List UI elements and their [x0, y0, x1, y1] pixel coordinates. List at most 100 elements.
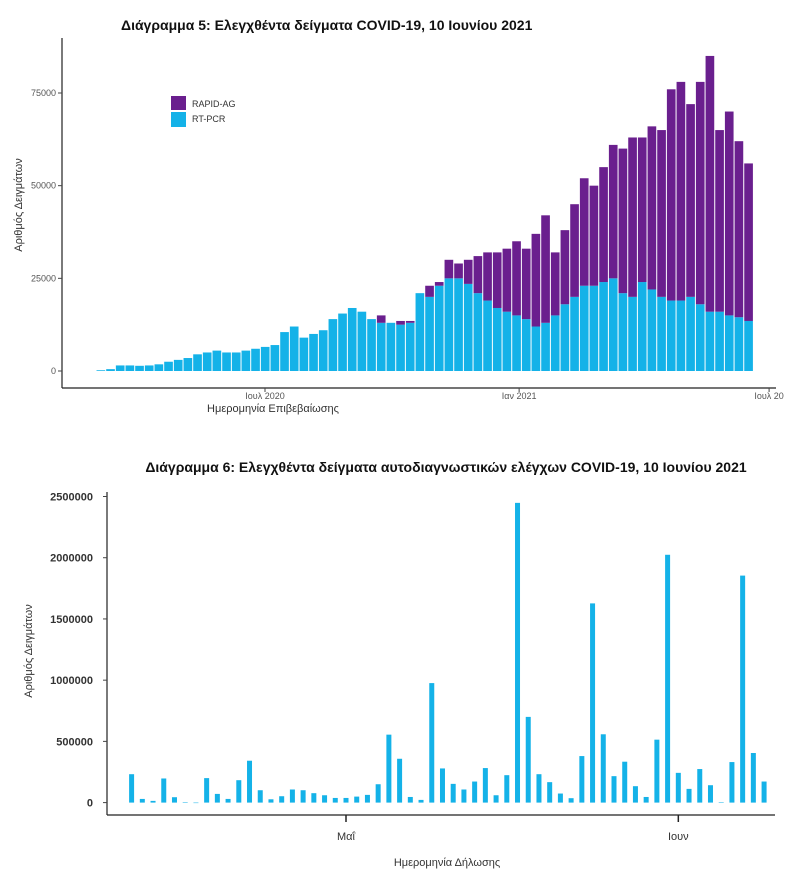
bar-rt-pcr	[347, 307, 357, 371]
y-axis-label-2: Αριθμός Δειγμάτων	[23, 604, 35, 698]
bar-rt-pcr	[415, 293, 425, 371]
bar-rapid-ag	[734, 141, 744, 318]
bar-self-test	[611, 776, 617, 803]
bar-rapid-ag	[473, 256, 483, 294]
bar-self-test	[289, 789, 295, 803]
bar-self-test	[193, 802, 199, 804]
bar-rapid-ag	[550, 252, 560, 316]
bar-self-test	[761, 781, 767, 803]
bar-rt-pcr	[550, 315, 560, 371]
bar-self-test	[150, 800, 156, 803]
bar-rapid-ag	[657, 130, 666, 297]
bar-self-test	[322, 795, 328, 803]
bar-self-test	[504, 775, 510, 803]
bar-rapid-ag	[521, 248, 531, 320]
y-tick-label: 1000000	[50, 675, 93, 687]
bar-rt-pcr	[144, 365, 154, 371]
bar-rt-pcr	[318, 330, 328, 371]
bar-self-test	[407, 796, 413, 803]
bar-rapid-ag	[492, 252, 502, 308]
bar-rt-pcr	[628, 296, 637, 371]
y-tick-label: 2500000	[50, 492, 93, 504]
bar-rapid-ag	[676, 81, 686, 301]
bar-rt-pcr	[135, 365, 144, 371]
bar-self-test	[686, 788, 692, 803]
x-tick-label: Ιουλ 20	[754, 391, 783, 401]
bar-self-test	[675, 772, 681, 803]
bar-rt-pcr	[531, 326, 541, 371]
bar-rapid-ag	[541, 215, 550, 323]
chart-6-title: Διάγραμμα 6: Ελεγχθέντα δείγματα αυτοδια…	[145, 459, 746, 475]
bar-rapid-ag	[695, 81, 705, 305]
bar-rapid-ag	[599, 167, 608, 283]
bar-rt-pcr	[280, 332, 289, 371]
bar-rt-pcr	[463, 283, 473, 371]
bar-rt-pcr	[686, 296, 695, 371]
bar-self-test	[300, 790, 306, 803]
bar-rt-pcr	[338, 313, 347, 371]
bar-rt-pcr	[608, 278, 618, 371]
y-tick-label: 75000	[31, 88, 56, 98]
bar-self-test	[718, 802, 724, 803]
bar-self-test	[568, 798, 574, 803]
bar-rt-pcr	[183, 358, 193, 371]
x-tick-label: Ιαν 2021	[502, 391, 537, 401]
bar-self-test	[171, 797, 177, 803]
bar-self-test	[482, 768, 488, 803]
bar-rapid-ag	[589, 185, 599, 286]
bar-rt-pcr	[473, 293, 483, 371]
bar-self-test	[247, 760, 253, 803]
bar-rapid-ag	[628, 137, 637, 297]
bar-rt-pcr	[405, 322, 415, 371]
bar-rt-pcr	[212, 350, 222, 371]
bar-rt-pcr	[251, 348, 260, 371]
bar-rapid-ag	[425, 285, 434, 297]
bar-self-test	[590, 603, 596, 803]
bar-rt-pcr	[454, 278, 463, 371]
bar-rt-pcr	[367, 319, 376, 371]
bar-rapid-ag	[570, 204, 579, 297]
bar-rt-pcr	[724, 315, 734, 371]
bar-rapid-ag	[531, 233, 541, 327]
chart-5-title: Διάγραμμα 5: Ελεγχθέντα δείγματα COVID-1…	[121, 17, 533, 33]
bar-rt-pcr	[115, 365, 125, 371]
bar-self-test	[386, 734, 392, 803]
bar-rapid-ag	[396, 320, 405, 325]
bar-self-test	[579, 756, 585, 803]
bar-rapid-ag	[744, 163, 753, 321]
bar-rt-pcr	[589, 285, 599, 371]
bar-rapid-ag	[608, 144, 618, 279]
bar-self-test	[204, 778, 210, 803]
chart-5-bars	[96, 55, 753, 371]
bar-rapid-ag	[376, 315, 386, 323]
bar-self-test	[129, 774, 135, 803]
y-tick-label: 50000	[31, 181, 56, 191]
bar-rt-pcr	[164, 361, 173, 371]
bar-rt-pcr	[502, 311, 512, 371]
bar-self-test	[343, 797, 349, 803]
y-tick-label: 2000000	[50, 553, 93, 565]
legend-label-rt-pcr: RT-PCR	[192, 114, 226, 124]
bar-rapid-ag	[560, 230, 570, 305]
bar-rapid-ag	[405, 320, 415, 323]
bar-self-test	[461, 789, 467, 803]
bar-self-test	[472, 781, 478, 803]
bar-rt-pcr	[231, 352, 241, 371]
bar-rapid-ag	[666, 89, 676, 301]
bar-rt-pcr	[734, 317, 744, 371]
bar-self-test	[622, 761, 628, 803]
bar-rt-pcr	[483, 300, 492, 371]
bar-rt-pcr	[386, 322, 396, 371]
bar-self-test	[268, 799, 274, 803]
bar-self-test	[707, 785, 713, 803]
legend-swatch-rt-pcr	[171, 112, 186, 127]
bar-rt-pcr	[193, 354, 202, 371]
bar-rapid-ag	[637, 137, 647, 283]
bar-self-test	[161, 778, 167, 803]
bar-self-test	[364, 794, 370, 803]
bar-rapid-ag	[686, 104, 695, 297]
y-tick-label: 500000	[56, 736, 93, 748]
bar-rapid-ag	[579, 178, 589, 286]
bar-rt-pcr	[657, 296, 666, 371]
bar-self-test	[139, 798, 145, 803]
